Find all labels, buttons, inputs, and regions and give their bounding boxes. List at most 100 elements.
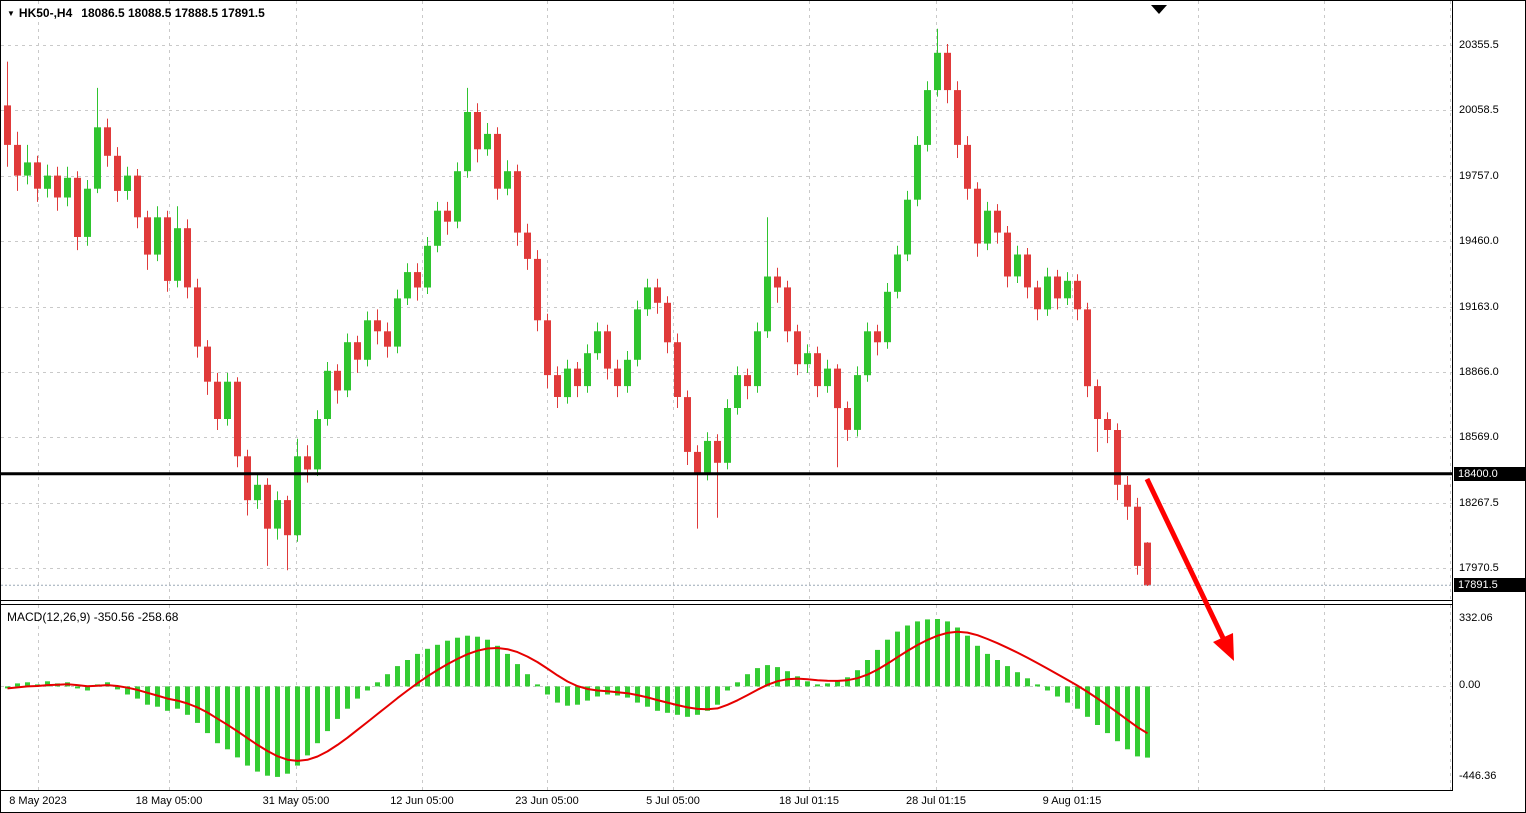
bull-candle (824, 368, 831, 387)
main-chart-pane[interactable]: ▼ HK50-,H4 18086.5 18088.5 17888.5 17891.5 (1, 1, 1452, 601)
bull-candle (424, 245, 431, 288)
macd-histogram-bar (335, 686, 340, 719)
bull-candle (314, 419, 321, 470)
bear-candle (574, 368, 581, 387)
macd-histogram-bar (705, 686, 710, 711)
bear-candle (964, 144, 971, 189)
bear-candle (1004, 232, 1011, 277)
bear-candle (104, 127, 111, 156)
candlestick-series (4, 28, 1151, 586)
macd-histogram-bar (175, 686, 180, 709)
macd-histogram-bar (1035, 684, 1040, 687)
macd-histogram-bar (85, 686, 90, 691)
macd-histogram-bar (385, 674, 390, 687)
time-axis-label: 23 Jun 05:00 (515, 795, 579, 807)
bear-candle (714, 440, 721, 463)
macd-histogram-bar (825, 683, 830, 687)
time-axis-label: 12 Jun 05:00 (390, 795, 454, 807)
macd-histogram-bar (245, 686, 250, 766)
bear-candle (234, 381, 241, 457)
bear-candle (74, 177, 81, 237)
macd-histogram-bar (805, 681, 810, 687)
bear-candle (1054, 276, 1061, 299)
macd-histogram-bar (955, 627, 960, 687)
macd-histogram-bar (435, 644, 440, 687)
bear-candle (54, 175, 61, 198)
macd-histogram-bar (915, 621, 920, 687)
bull-candle (174, 228, 181, 281)
macd-histogram-bar (1015, 672, 1020, 687)
bull-candle (594, 331, 601, 354)
bear-candle (264, 484, 271, 529)
macd-histogram-bar (195, 686, 200, 723)
chart-shift-marker-icon[interactable] (1151, 5, 1167, 14)
bull-candle (464, 112, 471, 172)
macd-histogram-bar (1095, 686, 1100, 725)
bear-candle (614, 368, 621, 387)
bear-candle (944, 52, 951, 91)
bull-candle (224, 381, 231, 419)
macd-canvas[interactable] (1, 605, 1452, 792)
macd-histogram-bar (1125, 686, 1130, 750)
bear-candle (354, 342, 361, 360)
bull-candle (404, 272, 411, 299)
bull-candle (624, 359, 631, 387)
bull-candle (634, 309, 641, 360)
bear-candle (974, 188, 981, 244)
macd-histogram-bar (1135, 686, 1140, 757)
bear-candle (694, 451, 701, 474)
price-axis-label: 20058.5 (1459, 104, 1499, 116)
macd-histogram-bar (495, 645, 500, 687)
bear-candle (1124, 484, 1131, 507)
bear-candle (534, 258, 541, 321)
price-axis[interactable]: 20355.5 20058.5 19757.0 19460.0 19163.0 18866… (1452, 1, 1525, 791)
bull-candle (294, 456, 301, 536)
time-axis-label: 9 Aug 01:15 (1042, 795, 1102, 807)
bull-candle (274, 500, 281, 529)
time-axis-label: 8 May 2023 (9, 795, 67, 807)
macd-histogram-bar (395, 666, 400, 687)
price-axis-label: 20355.5 (1459, 39, 1499, 51)
bear-candle (14, 144, 21, 176)
bull-candle (734, 375, 741, 408)
macd-histogram-bar (555, 686, 560, 703)
bull-candle (394, 298, 401, 347)
bull-candle (904, 199, 911, 255)
bull-candle (504, 171, 511, 189)
bear-candle (204, 346, 211, 382)
price-chart-canvas[interactable] (1, 1, 1452, 601)
macd-histogram-bar (205, 686, 210, 734)
time-axis-label: 5 Jul 05:00 (646, 795, 700, 807)
macd-histogram-bar (775, 667, 780, 687)
macd-histogram-bar (865, 660, 870, 687)
macd-histogram-bar (425, 648, 430, 687)
macd-histogram-bar (965, 635, 970, 687)
bull-candle (84, 188, 91, 237)
macd-histogram-bar (1005, 666, 1010, 687)
bear-candle (1024, 254, 1031, 288)
time-axis[interactable]: 8 May 2023 18 May 05:00 31 May 05:00 12 Jun… (1, 791, 1525, 812)
bear-candle (474, 112, 481, 150)
bull-candle (1044, 276, 1051, 310)
macd-histogram-bar (895, 631, 900, 687)
bull-candle (884, 291, 891, 343)
macd-histogram-bar (265, 686, 270, 776)
macd-histogram-bar (1085, 686, 1090, 717)
bear-candle (1094, 386, 1101, 419)
bear-candle (794, 331, 801, 365)
macd-histogram-bar (295, 686, 300, 766)
macd-histogram-bar (415, 653, 420, 687)
macd-indicator-pane[interactable]: MACD(12,26,9) -350.56 -258.68 (1, 604, 1452, 792)
bear-candle (134, 175, 141, 218)
bull-candle (94, 127, 101, 189)
bull-candle (564, 368, 571, 398)
bull-candle (1014, 254, 1021, 277)
symbol-dropdown-icon[interactable]: ▼ (7, 9, 15, 18)
macd-histogram-bar (325, 686, 330, 732)
bull-candle (24, 162, 31, 176)
bear-candle (144, 217, 151, 255)
macd-histogram-bar (925, 619, 930, 687)
symbol-timeframe-label: HK50-,H4 (18, 6, 73, 20)
bear-candle (514, 171, 521, 233)
